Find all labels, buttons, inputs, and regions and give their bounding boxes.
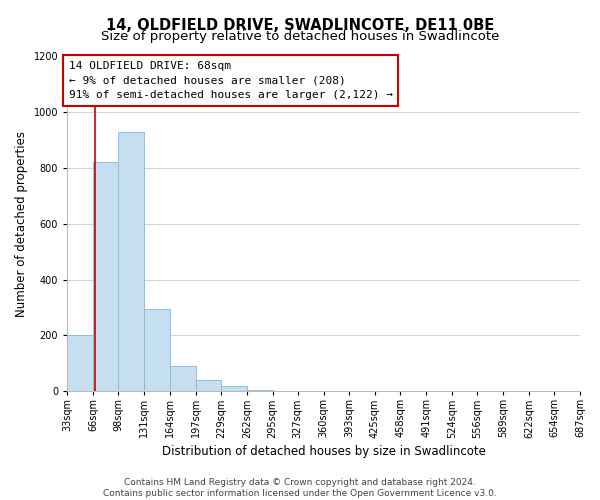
X-axis label: Distribution of detached houses by size in Swadlincote: Distribution of detached houses by size … [161,444,485,458]
Text: Contains HM Land Registry data © Crown copyright and database right 2024.
Contai: Contains HM Land Registry data © Crown c… [103,478,497,498]
Bar [67,336,93,391]
Bar [170,366,196,391]
Text: Size of property relative to detached houses in Swadlincote: Size of property relative to detached ho… [101,30,499,43]
Bar [221,386,247,391]
Y-axis label: Number of detached properties: Number of detached properties [15,131,28,317]
Text: 14 OLDFIELD DRIVE: 68sqm
← 9% of detached houses are smaller (208)
91% of semi-d: 14 OLDFIELD DRIVE: 68sqm ← 9% of detache… [69,60,393,100]
Text: 14, OLDFIELD DRIVE, SWADLINCOTE, DE11 0BE: 14, OLDFIELD DRIVE, SWADLINCOTE, DE11 0B… [106,18,494,32]
Bar [118,132,144,391]
Bar [196,380,221,391]
Bar [144,309,170,391]
Bar [247,390,272,391]
Bar [93,162,118,391]
